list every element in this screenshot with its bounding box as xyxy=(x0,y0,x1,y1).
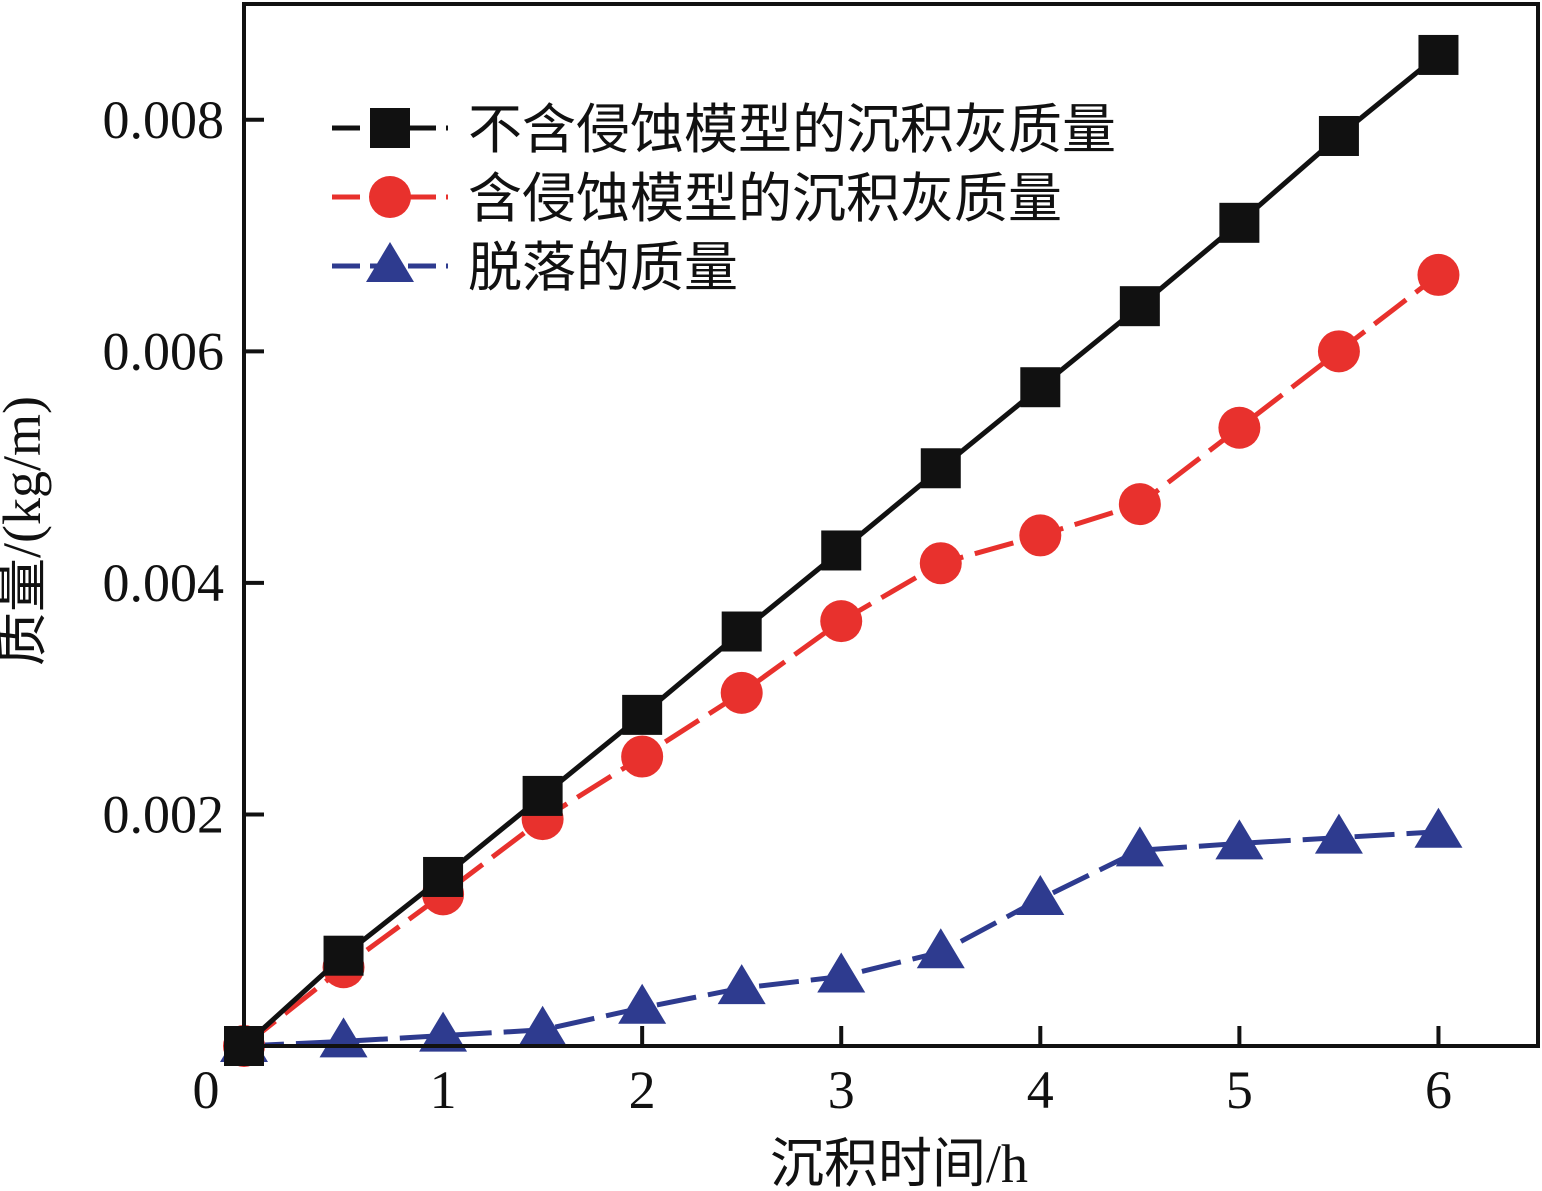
data-point-circle xyxy=(1317,330,1360,373)
data-point-square xyxy=(423,856,464,897)
data-point-square xyxy=(370,108,410,148)
legend-item-series-1: 含侵蚀模型的沉积灰质量 xyxy=(332,169,1062,229)
data-point-square xyxy=(821,530,862,571)
y-tick-label: 0.004 xyxy=(103,553,225,613)
y-tick-label: 0.002 xyxy=(103,784,225,844)
data-point-triangle xyxy=(518,1005,567,1046)
data-point-square xyxy=(1318,115,1359,156)
data-point-triangle xyxy=(366,242,414,282)
data-point-triangle xyxy=(618,983,667,1024)
data-point-triangle xyxy=(1016,874,1065,915)
data-point-triangle xyxy=(916,928,965,969)
x-tick-label: 1 xyxy=(430,1060,457,1120)
x-tick-label: 3 xyxy=(828,1060,855,1120)
data-point-square xyxy=(323,935,364,976)
data-point-square xyxy=(1418,34,1459,75)
legend: 不含侵蚀模型的沉积灰质量 含侵蚀模型的沉积灰质量 脱落的质量 xyxy=(332,100,1116,298)
data-point-triangle xyxy=(419,1011,468,1052)
legend-label-series-2: 脱落的质量 xyxy=(468,238,738,298)
data-point-triangle xyxy=(817,952,866,993)
x-axis-title: 沉积时间/h xyxy=(770,1134,1028,1191)
legend-label-series-1: 含侵蚀模型的沉积灰质量 xyxy=(468,169,1062,229)
data-point-triangle xyxy=(1414,807,1463,848)
y-tick-label: 0.006 xyxy=(103,321,225,381)
x-tick-label: 4 xyxy=(1027,1060,1054,1120)
data-point-square xyxy=(1219,202,1260,243)
data-point-triangle xyxy=(1314,813,1363,854)
series-0 xyxy=(224,34,1459,1066)
legend-marker-square xyxy=(332,108,448,148)
x-tick-label: 6 xyxy=(1425,1060,1452,1120)
data-point-triangle xyxy=(717,964,766,1005)
data-point-square xyxy=(522,775,563,816)
data-point-square xyxy=(622,694,663,735)
legend-label-series-0: 不含侵蚀模型的沉积灰质量 xyxy=(468,100,1116,160)
data-point-circle xyxy=(1118,483,1161,526)
data-point-circle xyxy=(1218,406,1261,449)
tick-layer: 0 1 2 3 4 5 6 0.002 0.004 0.006 0.008 xyxy=(103,90,1452,1120)
data-point-circle xyxy=(720,671,763,714)
legend-item-series-2: 脱落的质量 xyxy=(332,238,738,298)
data-point-triangle xyxy=(1215,819,1264,860)
y-tick-label: 0.008 xyxy=(103,90,225,150)
legend-marker-triangle xyxy=(332,242,448,282)
data-point-square xyxy=(1020,367,1061,408)
data-point-square xyxy=(1119,286,1160,327)
legend-item-series-0: 不含侵蚀模型的沉积灰质量 xyxy=(332,100,1116,160)
plot-frame xyxy=(242,2,1540,1048)
data-point-square xyxy=(721,611,762,652)
x-tick-label: 5 xyxy=(1226,1060,1253,1120)
x-tick-label: 2 xyxy=(629,1060,656,1120)
data-point-square xyxy=(920,448,961,489)
y-axis-title: 质量/(kg/m) xyxy=(0,396,52,666)
data-point-circle xyxy=(919,542,962,585)
data-point-circle xyxy=(369,176,411,218)
x-tick-label: 0 xyxy=(193,1060,220,1120)
legend-marker-circle xyxy=(332,176,448,218)
data-point-triangle xyxy=(1115,826,1164,867)
data-point-circle xyxy=(820,600,863,643)
data-point-circle xyxy=(1019,514,1062,557)
data-point-circle xyxy=(621,735,664,778)
data-point-circle xyxy=(1417,253,1460,296)
